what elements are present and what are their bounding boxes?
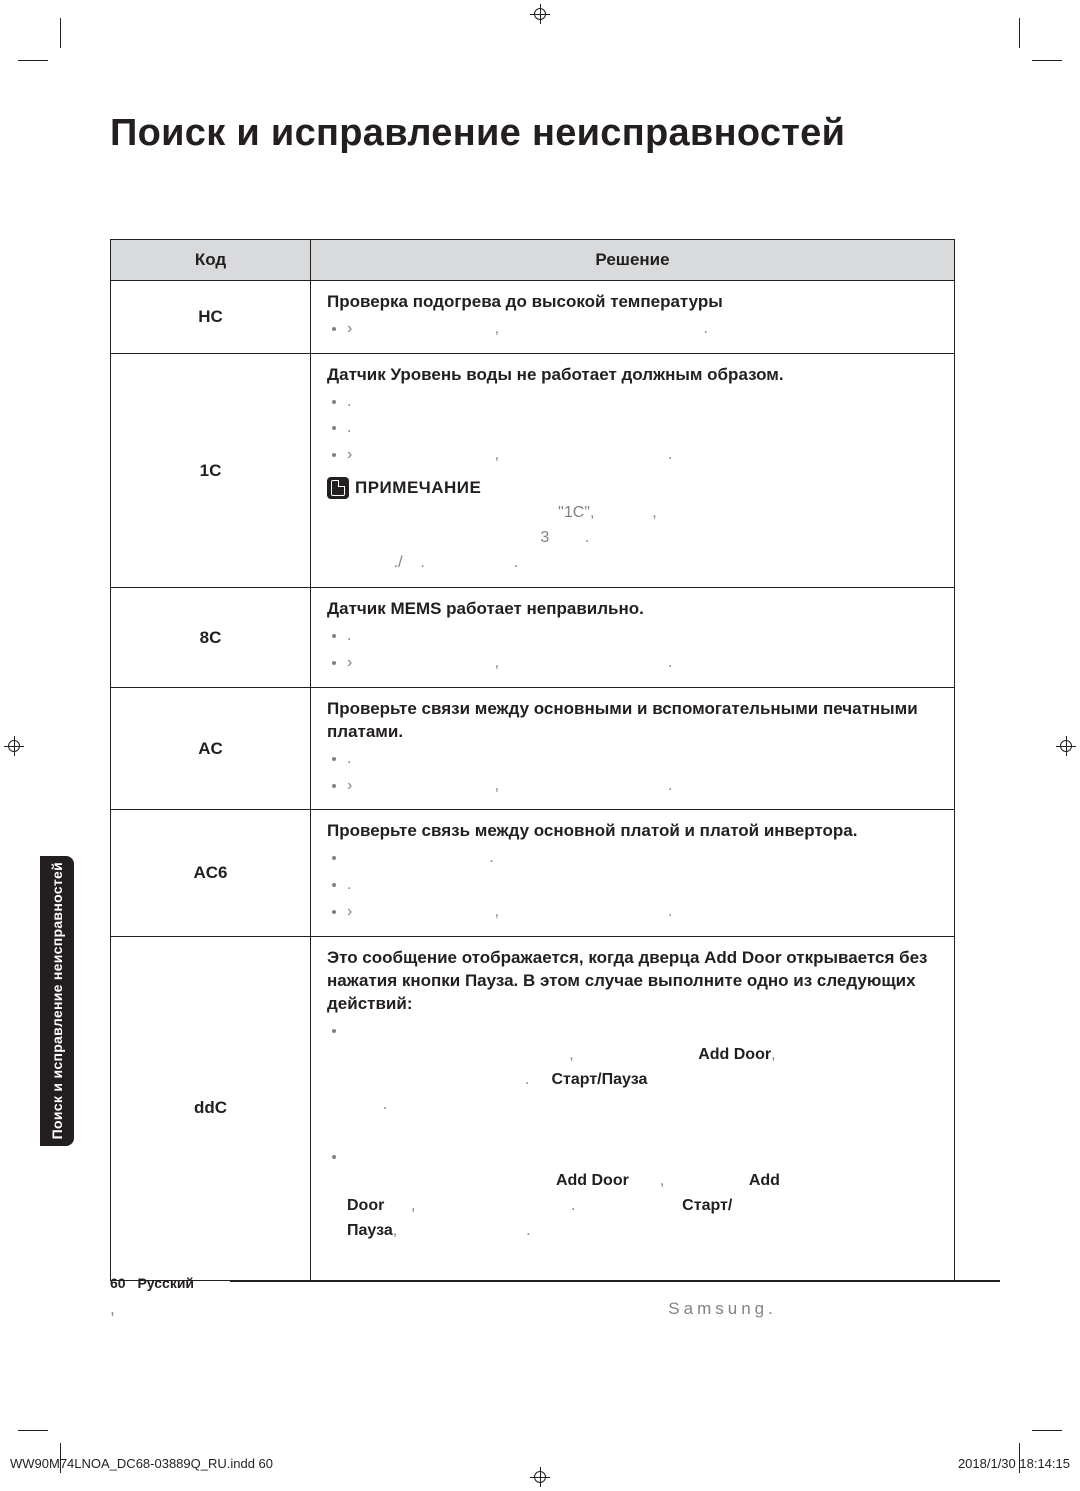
solution-bullet: › , . — [347, 899, 938, 926]
solution-cell: Это сообщение отображается, когда дверца… — [311, 936, 955, 1280]
footnote-text: , Samsung. — [110, 1299, 1020, 1319]
solution-bullet: . — [347, 746, 938, 773]
table-row: AC Проверьте связи между основными и всп… — [111, 687, 955, 809]
trim-mark — [18, 1430, 48, 1431]
section-side-tab: Поиск и исправление неисправностей — [40, 856, 74, 1146]
table-row: ddC Это сообщение отображается, когда дв… — [111, 936, 955, 1280]
footer-rule — [110, 1280, 1000, 1281]
note-icon — [327, 477, 349, 499]
footnote-content: , Samsung. — [110, 1299, 777, 1318]
solution-cell: Датчик Уровень воды не работает должным … — [311, 353, 955, 588]
solution-bullet: › , . — [347, 650, 938, 677]
code-cell: 8C — [111, 588, 311, 688]
solution-bullet: . — [347, 872, 938, 899]
solution-title: Датчик Уровень воды не работает должным … — [327, 364, 938, 387]
section-side-tab-label: Поиск и исправление неисправностей — [49, 862, 65, 1139]
page-number: 60 — [110, 1275, 126, 1291]
solution-bullet: . — [347, 845, 938, 872]
solution-cell: Проверьте связь между основной платой и … — [311, 810, 955, 936]
solution-bullet: Add Door , Add Door , . Старт/ Пауза, . — [347, 1144, 938, 1270]
solution-title: Это сообщение отображается, когда дверца… — [327, 947, 938, 1016]
solution-cell: Проверка подогрева до высокой температур… — [311, 281, 955, 354]
text-fragment: , — [629, 1172, 749, 1189]
trim-mark — [1032, 60, 1062, 61]
solution-cell: Проверьте связи между основными и вспомо… — [311, 687, 955, 809]
solution-title: Проверьте связь между основной платой и … — [327, 820, 938, 843]
text-fragment: . — [347, 1096, 387, 1113]
table-row: 1C Датчик Уровень воды не работает должн… — [111, 353, 955, 588]
note-label: ПРИМЕЧАНИЕ — [355, 478, 481, 498]
print-meta-timestamp: 2018/1/30 18:14:15 — [958, 1456, 1070, 1471]
registration-mark-left — [4, 736, 24, 756]
code-cell: ddC — [111, 936, 311, 1280]
col-header-solution: Решение — [311, 240, 955, 281]
solution-bullet: . — [347, 415, 938, 442]
note-body: "1C", , 3 . ./ . . — [327, 501, 938, 575]
solution-bullet: , Add Door, . Старт/Пауза . — [347, 1018, 938, 1144]
bold-text: Add Door — [698, 1046, 771, 1063]
solution-title: Датчик MEMS работает неправильно. — [327, 598, 938, 621]
registration-mark-bottom — [530, 1467, 550, 1487]
page-footer: 60 Русский — [110, 1275, 194, 1291]
table-row: AC6 Проверьте связь между основной плато… — [111, 810, 955, 936]
solution-bullet: . — [347, 389, 938, 416]
text-fragment: , . — [384, 1197, 682, 1214]
table-row: 8C Датчик MEMS работает неправильно. . ›… — [111, 588, 955, 688]
text-fragment: , . — [393, 1222, 531, 1239]
solution-bullet: › , . — [347, 442, 938, 469]
col-header-code: Код — [111, 240, 311, 281]
trim-mark — [1032, 1430, 1062, 1431]
code-cell: AC6 — [111, 810, 311, 936]
solution-bullet: . — [347, 623, 938, 650]
trim-mark — [1019, 18, 1020, 48]
trim-mark — [18, 60, 48, 61]
registration-mark-top — [530, 4, 550, 24]
page-title: Поиск и исправление неисправностей — [110, 112, 1020, 155]
solution-title: Проверьте связи между основными и вспомо… — [327, 698, 938, 744]
trim-mark — [60, 18, 61, 48]
bold-text: Add Door — [556, 1172, 629, 1189]
code-cell: AC — [111, 687, 311, 809]
code-cell: HC — [111, 281, 311, 354]
table-row: HC Проверка подогрева до высокой темпера… — [111, 281, 955, 354]
page-language: Русский — [137, 1275, 194, 1291]
registration-mark-right — [1056, 736, 1076, 756]
solution-cell: Датчик MEMS работает неправильно. . › , … — [311, 588, 955, 688]
code-cell: 1C — [111, 353, 311, 588]
text-fragment — [409, 1172, 556, 1189]
error-codes-table: Код Решение HC Проверка подогрева до выс… — [110, 239, 955, 1281]
bold-text: Старт/Пауза — [551, 1071, 647, 1088]
solution-bullet: › , . — [347, 773, 938, 800]
solution-bullet: › , . — [347, 316, 938, 343]
print-meta-filename: WW90M74LNOA_DC68-03889Q_RU.indd 60 — [10, 1456, 273, 1471]
solution-title: Проверка подогрева до высокой температур… — [327, 291, 938, 314]
text-fragment: , — [409, 1046, 698, 1063]
